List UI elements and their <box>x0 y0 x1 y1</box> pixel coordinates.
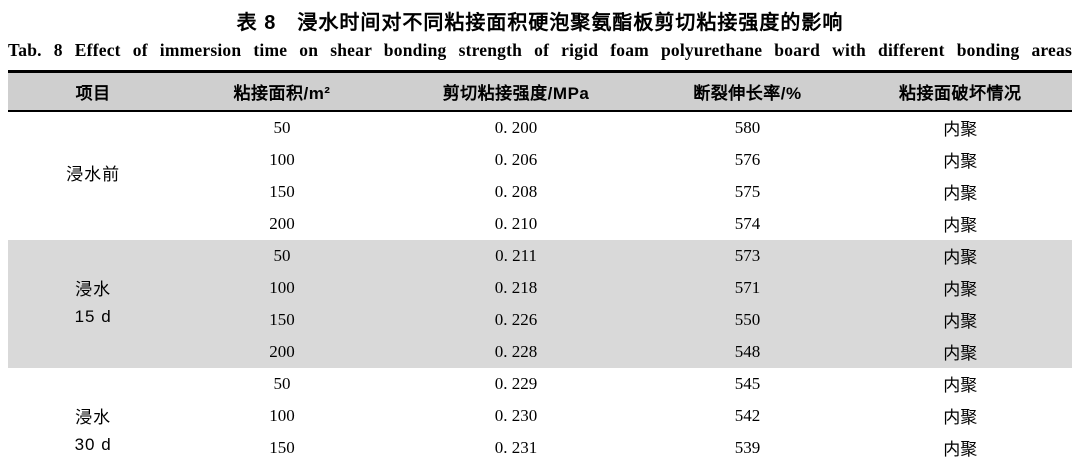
cell-shear-strength: 0. 226 <box>494 309 538 329</box>
cell-elongation: 571 <box>734 277 761 297</box>
cell-elongation: 550 <box>734 309 761 329</box>
group-label-line: 15 d <box>74 306 112 326</box>
column-header-area: 粘接面积/m² <box>233 83 331 103</box>
cell-bonding-area: 100 <box>269 277 295 297</box>
column-header-strength: 剪切粘接强度/MPa <box>442 83 590 103</box>
group-label-line: 浸水 <box>75 408 112 428</box>
cell-elongation: 548 <box>734 341 761 361</box>
cell-failure-mode: 内聚 <box>943 280 978 300</box>
group-label: 浸水 15 d <box>8 240 178 368</box>
cell-elongation: 574 <box>734 213 761 233</box>
table-row: 浸水前 50 0. 200 580 内聚 <box>8 111 1072 185</box>
cell-failure-mode: 内聚 <box>943 216 978 236</box>
cell-bonding-area: 100 <box>269 405 295 425</box>
table-row: 100 0. 230 542 内聚 <box>8 400 1072 432</box>
table-row: 100 0. 218 571 内聚 <box>8 271 1072 304</box>
cell-failure-mode: 内聚 <box>943 248 978 268</box>
cell-shear-strength: 0. 200 <box>494 117 538 137</box>
cell-elongation: 535 <box>646 464 848 471</box>
cell-shear-strength: 0. 211 <box>495 245 537 265</box>
table-row: 200 0. 210 574 内聚 <box>8 208 1072 240</box>
column-header-failure: 粘接面破坏情况 <box>899 83 1022 103</box>
cell-failure-mode: 内聚 <box>943 344 978 364</box>
cell-bonding-area: 50 <box>273 373 291 393</box>
cell-bonding-area: 150 <box>269 309 295 329</box>
table-caption-zh: 表 8 浸水时间对不同粘接面积硬泡聚氨酯板剪切粘接强度的影响 <box>236 12 844 34</box>
group-label-line: 浸水前 <box>66 165 121 185</box>
cell-shear-strength: 0. 206 <box>494 149 538 169</box>
cell-elongation: 539 <box>734 437 761 457</box>
cell-bonding-area: 150 <box>269 437 295 457</box>
data-table: 项目 粘接面积/m² 剪切粘接强度/MPa 断裂伸长率/% 粘接面破坏情况 浸水… <box>8 69 1072 471</box>
cell-shear-strength: 0. 229 <box>494 373 538 393</box>
cell-elongation: 573 <box>734 245 761 265</box>
table-row: 150 0. 226 550 内聚 <box>8 303 1072 336</box>
table-caption-en: Tab. 8 Effect of immersion time on shear… <box>8 40 1072 60</box>
cell-shear-strength: 0. 235 <box>386 464 647 471</box>
header-row: 项目 粘接面积/m² 剪切粘接强度/MPa 断裂伸长率/% 粘接面破坏情况 <box>8 71 1072 111</box>
cell-shear-strength: 0. 230 <box>494 405 538 425</box>
cell-elongation: 576 <box>734 149 761 169</box>
cell-shear-strength: 0. 228 <box>494 341 538 361</box>
cell-shear-strength: 0. 231 <box>494 437 538 457</box>
cell-elongation: 575 <box>734 181 761 201</box>
cell-failure-mode: 内聚 <box>943 440 978 460</box>
table-row: 200 0. 228 548 内聚 <box>8 335 1072 368</box>
cell-bonding-area: 200 <box>269 341 295 361</box>
table-row: 150 0. 231 539 内聚 <box>8 432 1072 464</box>
cell-failure-mode: 内聚 <box>943 184 978 204</box>
cell-elongation: 542 <box>734 405 761 425</box>
table-row: 浸水 30 d 50 0. 229 545 内聚 <box>8 368 1072 454</box>
cell-failure-mode: 内聚 <box>943 152 978 172</box>
cell-shear-strength: 0. 210 <box>494 213 538 233</box>
cell-bonding-area: 150 <box>269 181 295 201</box>
group-label: 浸水前 <box>8 111 178 240</box>
group-label-line: 30 d <box>74 434 112 454</box>
table-row: 150 0. 208 575 内聚 <box>8 176 1072 208</box>
cell-bonding-area: 50 <box>273 245 291 265</box>
cell-failure-mode: 内聚 <box>849 464 1072 471</box>
cell-shear-strength: 0. 218 <box>494 277 538 297</box>
cell-failure-mode: 内聚 <box>943 312 978 332</box>
cell-elongation: 545 <box>734 373 761 393</box>
cell-bonding-area: 200 <box>269 213 295 233</box>
table-row: 100 0. 206 576 内聚 <box>8 144 1072 176</box>
cell-elongation: 580 <box>734 117 761 137</box>
cell-bonding-area: 200 <box>178 464 385 471</box>
column-header-item: 项目 <box>75 83 111 103</box>
column-header-elongation: 断裂伸长率/% <box>693 83 802 103</box>
cell-failure-mode: 内聚 <box>943 376 978 396</box>
cell-failure-mode: 内聚 <box>943 408 978 428</box>
cell-failure-mode: 内聚 <box>943 120 978 140</box>
group-label-line: 浸水 <box>75 280 112 300</box>
cell-bonding-area: 50 <box>273 117 291 137</box>
cell-shear-strength: 0. 208 <box>494 181 538 201</box>
group-label: 浸水 30 d <box>8 368 178 471</box>
table-row: 浸水 15 d 50 0. 211 573 内聚 <box>8 239 1072 326</box>
cell-bonding-area: 100 <box>269 149 295 169</box>
